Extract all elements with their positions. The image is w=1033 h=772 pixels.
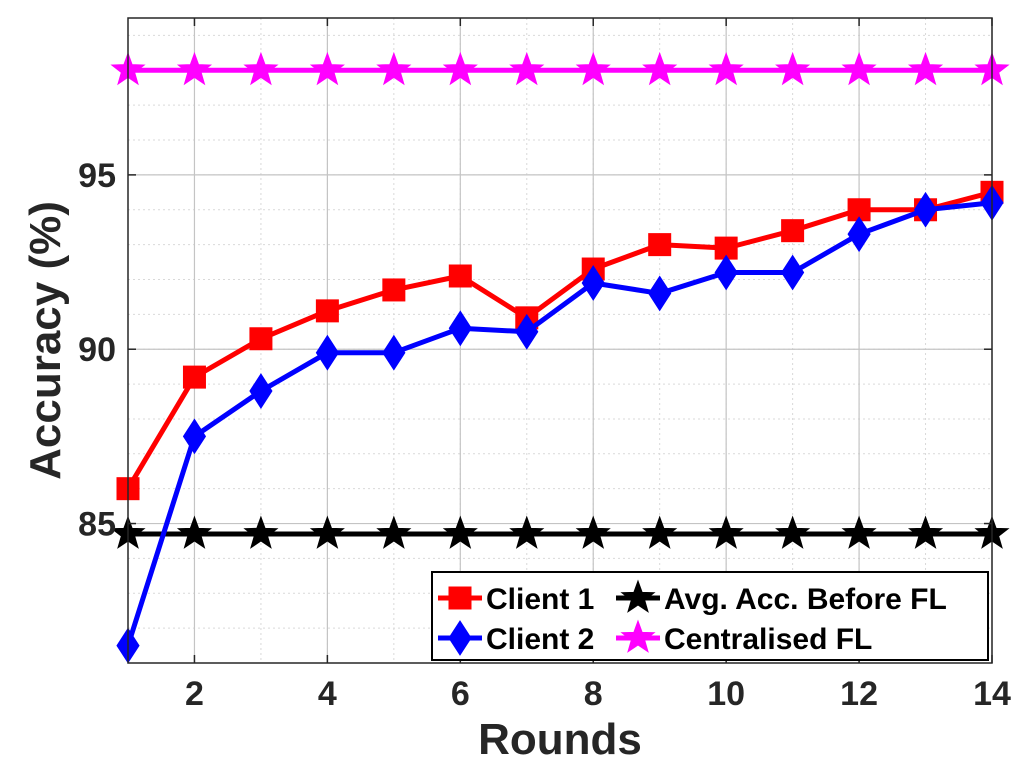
legend-swatch-marker bbox=[620, 619, 656, 653]
tick-labels: 2 4 6 8 10 12 14 85 90 95 bbox=[78, 18, 1011, 713]
data-point-centralised-fl bbox=[442, 51, 478, 86]
legend-label: Avg. Acc. Before FL bbox=[664, 583, 947, 616]
series-layer bbox=[110, 51, 1010, 664]
legend-item: Client 1 bbox=[438, 583, 594, 616]
data-point-client-2 bbox=[714, 254, 738, 291]
data-point-client-1 bbox=[781, 219, 805, 243]
data-point-client-2 bbox=[847, 216, 871, 253]
data-point-client-2 bbox=[581, 265, 605, 301]
y-tick-label: 90 bbox=[78, 331, 116, 369]
legend-swatch-marker bbox=[448, 620, 472, 656]
legend-box bbox=[431, 571, 989, 661]
legend-item: Centralised FL bbox=[616, 619, 872, 656]
data-point-centralised-fl bbox=[775, 51, 811, 86]
data-point-centralised-fl bbox=[907, 51, 944, 86]
legend-item: Client 2 bbox=[438, 620, 594, 656]
data-point-avg-acc-before-fl bbox=[309, 515, 345, 549]
series-avg-acc-before-fl bbox=[110, 515, 1010, 549]
data-point-avg-acc-before-fl bbox=[841, 515, 877, 549]
data-point-client-2 bbox=[315, 334, 339, 371]
y-axis-label: Accuracy (%) bbox=[21, 201, 70, 480]
data-point-client-2 bbox=[515, 313, 539, 350]
data-point-client-1 bbox=[315, 299, 339, 323]
data-point-client-2 bbox=[182, 418, 207, 455]
data-point-client-2 bbox=[249, 373, 273, 409]
legend-label: Client 1 bbox=[486, 583, 594, 616]
data-point-avg-acc-before-fl bbox=[775, 515, 811, 549]
legend-item: Avg. Acc. Before FL bbox=[616, 579, 947, 616]
data-point-avg-acc-before-fl bbox=[376, 515, 412, 549]
data-point-centralised-fl bbox=[376, 51, 412, 86]
data-point-client-1 bbox=[648, 233, 672, 257]
data-point-client-2 bbox=[781, 254, 805, 291]
data-point-avg-acc-before-fl bbox=[442, 515, 478, 549]
data-point-avg-acc-before-fl bbox=[243, 515, 279, 549]
data-point-avg-acc-before-fl bbox=[708, 515, 744, 549]
data-point-centralised-fl bbox=[243, 51, 279, 86]
data-point-avg-acc-before-fl bbox=[575, 515, 611, 549]
legend-swatch-marker bbox=[448, 586, 472, 610]
data-point-avg-acc-before-fl bbox=[642, 515, 678, 549]
x-tick-label: 10 bbox=[707, 675, 745, 713]
x-tick-label: 6 bbox=[451, 675, 470, 713]
data-point-client-1 bbox=[448, 264, 472, 288]
data-point-client-1 bbox=[382, 278, 406, 302]
y-tick-label: 85 bbox=[78, 506, 116, 544]
x-tick-label: 4 bbox=[318, 675, 337, 713]
data-point-avg-acc-before-fl bbox=[907, 515, 944, 549]
data-point-centralised-fl bbox=[309, 51, 345, 86]
data-point-client-2 bbox=[913, 191, 938, 228]
series-line-client-2 bbox=[125, 200, 993, 647]
data-point-centralised-fl bbox=[708, 51, 744, 86]
x-tick-label: 8 bbox=[584, 675, 603, 713]
legend-label: Centralised FL bbox=[664, 623, 872, 656]
data-point-client-2 bbox=[648, 275, 672, 312]
plot-frame bbox=[127, 17, 993, 664]
data-point-centralised-fl bbox=[176, 51, 213, 86]
data-point-client-1 bbox=[182, 365, 206, 389]
data-point-centralised-fl bbox=[841, 51, 877, 86]
data-point-avg-acc-before-fl bbox=[176, 515, 213, 549]
series-centralised-fl bbox=[110, 51, 1010, 86]
data-point-centralised-fl bbox=[575, 51, 611, 86]
data-point-client-2 bbox=[448, 310, 472, 347]
data-point-client-2 bbox=[382, 334, 406, 371]
x-axis-label: Rounds bbox=[478, 715, 642, 764]
legend: Client 1 Avg. Acc. Before FL Client 2 Centr… bbox=[431, 571, 989, 661]
legend-label: Client 2 bbox=[486, 623, 594, 656]
data-point-centralised-fl bbox=[509, 51, 545, 86]
legend-swatch-marker bbox=[620, 579, 656, 613]
x-tick-label: 2 bbox=[185, 675, 204, 713]
data-point-client-1 bbox=[249, 327, 273, 351]
x-tick-label: 14 bbox=[973, 675, 1011, 713]
grid bbox=[127, 18, 993, 664]
x-tick-label: 12 bbox=[840, 675, 878, 713]
series-client-2 bbox=[116, 184, 1004, 664]
y-tick-label: 95 bbox=[78, 157, 116, 195]
data-point-avg-acc-before-fl bbox=[509, 515, 545, 549]
data-point-centralised-fl bbox=[642, 51, 678, 86]
